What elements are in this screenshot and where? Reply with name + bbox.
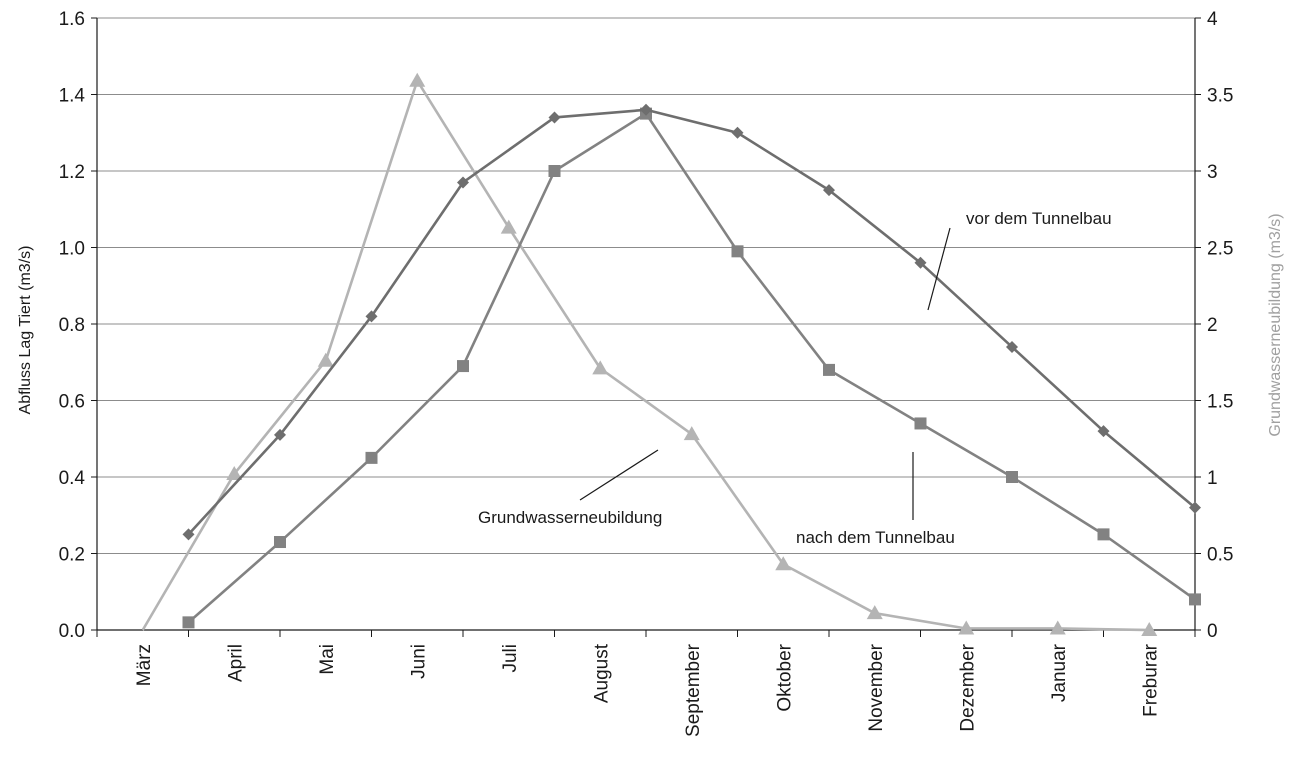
category-label: April	[225, 644, 246, 682]
right-tick-label: 2	[1207, 315, 1218, 336]
data-point-vor-dem-tunnelbau	[274, 428, 286, 441]
data-point-grundwasserneubildung	[683, 426, 700, 441]
series-line-nach-dem-tunnelbau	[187, 112, 1196, 624]
data-point-grundwasserneubildung	[317, 352, 334, 367]
data-point-grundwasserneubildung	[866, 605, 883, 620]
data-point-grundwasserneubildung	[500, 219, 517, 234]
data-point-vor-dem-tunnelbau	[640, 103, 652, 116]
left-axis-ticks: 0.0 0.2 0.4 0.6 0.8 1.0 1.2 1.4 1.6	[59, 9, 97, 642]
category-label: Juni	[408, 644, 429, 679]
left-tick-label: 1.6	[59, 9, 85, 30]
annotation-grundwasserneubildung: Grundwasserneubildung	[478, 508, 662, 527]
annotation-leader-grundwasser	[579, 449, 659, 501]
series-line-vor-dem-tunnelbau	[187, 108, 1196, 536]
data-point-nach-dem-tunnelbau	[914, 417, 927, 430]
data-point-nach-dem-tunnelbau	[548, 165, 561, 177]
annotations: vor dem Tunnelbau nach dem Tunnelbau Gru…	[478, 209, 1112, 547]
series-group	[141, 72, 1201, 636]
category-label: Juli	[500, 644, 521, 673]
data-point-vor-dem-tunnelbau	[1006, 340, 1018, 353]
data-point-nach-dem-tunnelbau	[1097, 528, 1110, 541]
data-point-nach-dem-tunnelbau	[365, 451, 378, 464]
data-point-vor-dem-tunnelbau	[1189, 501, 1201, 514]
category-label: Freburar	[1140, 643, 1161, 717]
category-label: August	[591, 643, 612, 703]
annotation-vor-dem-tunnelbau: vor dem Tunnelbau	[966, 209, 1112, 228]
left-tick-label: 0.6	[59, 392, 85, 413]
right-tick-label: 3.5	[1207, 86, 1233, 107]
left-tick-label: 0.8	[59, 315, 85, 336]
data-point-grundwasserneubildung	[226, 465, 243, 480]
y-axis-title-left: Abfluss Lag Tiert (m3/s)	[17, 246, 34, 415]
data-point-grundwasserneubildung	[775, 556, 792, 571]
data-point-grundwasserneubildung	[592, 360, 609, 375]
left-tick-label: 0.2	[59, 545, 85, 566]
data-point-grundwasserneubildung	[958, 620, 975, 635]
category-label: September	[683, 643, 704, 737]
data-point-grundwasserneubildung	[1049, 620, 1066, 635]
right-tick-label: 1	[1207, 468, 1218, 489]
category-label: Januar	[1049, 643, 1070, 702]
data-point-nach-dem-tunnelbau	[457, 360, 469, 373]
category-label: Mai	[317, 644, 338, 675]
data-point-vor-dem-tunnelbau	[914, 256, 927, 269]
data-point-vor-dem-tunnelbau	[457, 176, 469, 189]
data-point-vor-dem-tunnelbau	[182, 528, 195, 541]
right-tick-label: 3	[1207, 162, 1218, 183]
category-label: März	[134, 644, 155, 686]
data-point-nach-dem-tunnelbau	[1189, 593, 1201, 606]
left-tick-label: 1.2	[59, 162, 85, 183]
category-label: Dezember	[957, 643, 978, 731]
data-point-vor-dem-tunnelbau	[365, 310, 378, 323]
right-tick-label: 1.5	[1207, 392, 1233, 413]
right-tick-label: 0.5	[1207, 545, 1233, 566]
right-tick-label: 4	[1207, 9, 1218, 30]
y-axis-title-right: Grundwasserneubildung (m3/s)	[1267, 213, 1284, 436]
category-label: Oktober	[774, 643, 795, 711]
right-tick-label: 0	[1207, 621, 1218, 642]
left-tick-label: 1.4	[59, 86, 86, 107]
data-point-vor-dem-tunnelbau	[548, 111, 561, 124]
left-tick-label: 0.4	[59, 468, 86, 489]
category-labels: März April Mai Juni Juli August September Oktob…	[134, 643, 1162, 737]
annotation-leader-vor	[927, 227, 951, 311]
series-line-grundwasserneubildung	[141, 79, 1150, 632]
gridlines	[97, 17, 1195, 554]
data-point-grundwasserneubildung	[1141, 622, 1158, 636]
data-point-vor-dem-tunnelbau	[731, 126, 744, 139]
left-tick-label: 0.0	[59, 621, 85, 642]
data-point-vor-dem-tunnelbau	[1097, 425, 1110, 438]
data-point-vor-dem-tunnelbau	[823, 184, 835, 197]
right-tick-label: 2.5	[1207, 239, 1233, 260]
data-point-nach-dem-tunnelbau	[274, 536, 286, 549]
data-point-nach-dem-tunnelbau	[731, 245, 744, 258]
data-point-nach-dem-tunnelbau	[182, 616, 195, 629]
left-tick-label: 1.0	[59, 239, 85, 260]
category-label: November	[866, 643, 887, 731]
data-point-grundwasserneubildung	[409, 72, 426, 87]
right-axis-ticks: 0 0.5 1 1.5 2 2.5 3 3.5 4	[1195, 9, 1233, 642]
data-point-nach-dem-tunnelbau	[823, 363, 835, 376]
data-point-nach-dem-tunnelbau	[1006, 471, 1018, 483]
annotation-nach-dem-tunnelbau: nach dem Tunnelbau	[796, 528, 955, 547]
